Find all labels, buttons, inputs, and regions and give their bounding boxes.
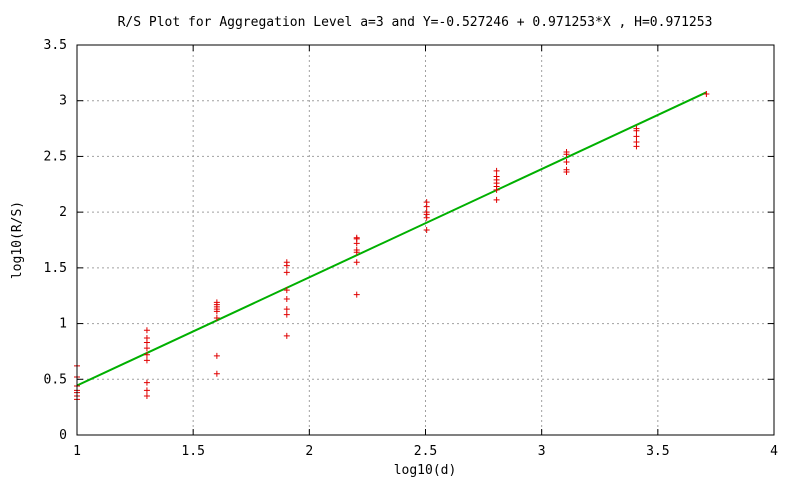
data-point	[353, 249, 360, 256]
chart-title: R/S Plot for Aggregation Level a=3 and Y…	[118, 15, 713, 30]
grid-lines	[77, 45, 774, 435]
x-tick-label: 3.5	[646, 444, 669, 459]
data-point	[213, 370, 220, 377]
fit-line	[76, 91, 707, 387]
x-axis-label: log10(d)	[394, 463, 457, 478]
data-point	[633, 127, 640, 134]
x-axis-ticks: 1 1.5 2 2.5 3 3.5 4	[73, 45, 778, 459]
y-tick-label: 3	[59, 94, 67, 109]
data-point	[283, 311, 290, 318]
data-point	[563, 169, 570, 176]
data-point	[283, 332, 290, 339]
data-point	[423, 203, 430, 210]
y-tick-label: 0.5	[44, 372, 67, 387]
y-axis-ticks: 0 0.5 1 1.5 2 2.5 3 3.5	[44, 38, 774, 443]
data-point	[493, 167, 500, 174]
x-tick-label: 4	[770, 444, 778, 459]
data-point	[353, 240, 360, 247]
data-point	[213, 315, 220, 321]
data-point	[213, 352, 220, 359]
data-point	[563, 159, 570, 165]
x-tick-label: 1	[73, 444, 81, 459]
y-axis-label: log10(R/S)	[10, 201, 25, 279]
x-tick-label: 2	[305, 444, 313, 459]
y-tick-label: 0	[59, 428, 67, 443]
data-point	[353, 291, 360, 298]
x-tick-label: 3	[538, 444, 546, 459]
data-point	[283, 287, 290, 294]
data-point	[143, 345, 150, 352]
data-point	[213, 308, 220, 315]
data-point	[283, 269, 290, 276]
data-point	[143, 379, 150, 386]
data-point	[423, 214, 430, 221]
y-tick-label: 2.5	[44, 149, 67, 164]
data-point	[423, 226, 430, 233]
data-point	[283, 296, 290, 303]
data-point	[633, 143, 640, 150]
data-point	[283, 306, 290, 313]
data-point	[283, 262, 290, 269]
data-point	[563, 151, 570, 158]
y-tick-label: 1.5	[44, 261, 67, 276]
data-point	[493, 196, 500, 203]
plot-frame	[76, 44, 775, 436]
fit-line-group	[76, 91, 707, 387]
data-point	[143, 339, 150, 346]
data-point	[493, 186, 500, 193]
x-tick-label: 1.5	[181, 444, 204, 459]
data-point	[143, 387, 150, 394]
data-point	[143, 393, 150, 399]
data-point	[353, 259, 360, 266]
data-point	[143, 351, 150, 358]
y-tick-label: 3.5	[44, 38, 67, 53]
data-points	[74, 91, 710, 403]
data-point	[633, 133, 640, 140]
y-tick-label: 1	[59, 317, 67, 332]
data-point	[703, 91, 710, 98]
y-tick-label: 2	[59, 205, 67, 220]
x-tick-label: 2.5	[414, 444, 437, 459]
data-point	[143, 357, 150, 364]
data-point	[143, 327, 150, 334]
